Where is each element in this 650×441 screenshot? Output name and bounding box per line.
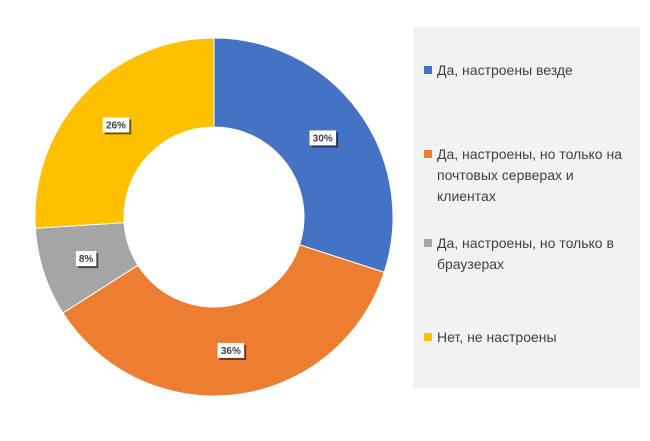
legend-item-1: Да, настроены везде bbox=[424, 60, 634, 81]
legend: Да, настроены везде Да, настроены, но тол… bbox=[414, 27, 640, 388]
legend-label: Да, настроены, но только на почтовых сер… bbox=[437, 146, 622, 204]
legend-item-2: Да, настроены, но только на почтовых сер… bbox=[424, 144, 634, 207]
legend-label: Да, настроены, но только в браузерах bbox=[437, 235, 614, 272]
data-label-box bbox=[309, 130, 337, 146]
legend-swatch bbox=[424, 150, 432, 158]
data-label-3: 8% bbox=[75, 251, 99, 269]
data-labels: 30% 36% 8% 26% bbox=[75, 117, 339, 360]
legend-label: Нет, не настроены bbox=[437, 329, 557, 345]
data-label-text: 8% bbox=[79, 254, 94, 265]
data-label-4: 26% bbox=[102, 117, 132, 135]
data-label-text: 26% bbox=[106, 120, 126, 131]
legend-item-4: Нет, не настроены bbox=[424, 327, 634, 348]
donut-slices bbox=[34, 37, 394, 397]
legend-item-3: Да, настроены, но только в браузерах bbox=[424, 233, 634, 275]
legend-swatch bbox=[424, 239, 432, 247]
donut-chart: 30% 36% 8% 26% bbox=[34, 37, 394, 397]
data-label-box bbox=[217, 342, 245, 358]
donut-slice-1 bbox=[213, 37, 394, 273]
legend-label: Да, настроены везде bbox=[437, 62, 573, 78]
legend-swatch bbox=[424, 66, 432, 74]
data-label-1: 30% bbox=[309, 130, 339, 148]
legend-swatch bbox=[424, 333, 432, 341]
donut-slice-2 bbox=[62, 244, 385, 397]
data-label-text: 36% bbox=[221, 346, 241, 357]
data-label-text: 30% bbox=[313, 133, 333, 144]
data-label-2: 36% bbox=[217, 342, 247, 360]
data-label-box bbox=[102, 117, 130, 133]
data-label-box bbox=[75, 251, 97, 267]
donut-chart-svg: 30% 36% 8% 26% bbox=[34, 37, 394, 397]
